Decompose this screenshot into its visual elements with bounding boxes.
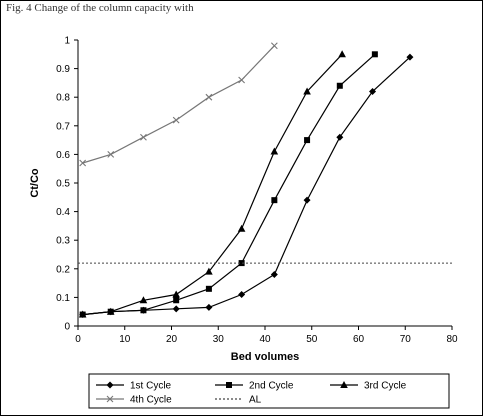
data-point-1st-cycle xyxy=(369,87,377,95)
y-tick-label: 0 xyxy=(64,322,70,333)
axes xyxy=(77,40,452,327)
data-point-2nd-cycle xyxy=(336,82,343,89)
data-point-3rd-cycle xyxy=(303,87,311,95)
legend-label-al: AL xyxy=(249,395,262,406)
legend-marker-3rd-cycle xyxy=(340,381,348,388)
y-tick-label: 0.7 xyxy=(56,121,70,132)
data-point-3rd-cycle xyxy=(205,267,213,275)
data-point-2nd-cycle xyxy=(371,51,378,58)
data-point-2nd-cycle xyxy=(238,260,245,267)
data-point-4th-cycle xyxy=(79,159,87,167)
data-point-4th-cycle xyxy=(107,151,115,158)
data-point-2nd-cycle xyxy=(205,285,212,292)
x-tick-label: 50 xyxy=(306,334,318,345)
y-tick-label: 0.1 xyxy=(56,293,70,304)
data-point-4th-cycle xyxy=(270,42,278,50)
legend-label-4th-cycle: 4th Cycle xyxy=(130,395,172,406)
data-point-4th-cycle xyxy=(238,76,246,84)
data-point-3rd-cycle xyxy=(78,310,87,318)
series-1st-cycle xyxy=(79,53,414,319)
y-tick-label: 0.5 xyxy=(56,179,70,190)
x-tick-label: 10 xyxy=(119,334,131,345)
legend-item-1st-cycle: 1st Cycle xyxy=(96,381,172,392)
data-point-3rd-cycle xyxy=(106,307,115,315)
x-tick-label: 70 xyxy=(400,334,412,345)
data-point-3rd-cycle xyxy=(172,290,180,298)
legend-item-3rd-cycle: 3rd Cycle xyxy=(330,381,407,392)
data-point-3rd-cycle xyxy=(237,224,246,232)
data-point-1st-cycle xyxy=(303,196,311,204)
legend-label-2nd-cycle: 2nd Cycle xyxy=(249,381,294,392)
x-axis-title: Bed volumes xyxy=(231,351,299,363)
legend-marker-4th-cycle xyxy=(106,395,114,403)
series-2nd-cycle xyxy=(79,51,378,318)
data-point-2nd-cycle xyxy=(173,297,180,304)
data-point-1st-cycle xyxy=(270,271,278,279)
data-point-4th-cycle xyxy=(140,133,147,141)
legend-box xyxy=(88,373,450,409)
x-tick-label: 40 xyxy=(259,334,271,345)
data-point-1st-cycle xyxy=(336,133,344,141)
y-tick-label: 0.4 xyxy=(56,207,70,218)
data-point-1st-cycle xyxy=(238,291,246,299)
y-tick-label: 0.3 xyxy=(56,236,70,247)
legend-item-4th-cycle: 4th Cycle xyxy=(96,395,172,406)
y-tick-label: 0.6 xyxy=(56,150,70,161)
series-3rd-cycle xyxy=(78,50,346,318)
data-point-4th-cycle xyxy=(205,93,213,101)
series-line-1st-cycle xyxy=(82,56,411,316)
series-line-2nd-cycle xyxy=(82,53,376,316)
y-ticks: 0 0.1 0.2 0.3 0.4 0.5 0.6 0.7 0.8 0.9 1 xyxy=(56,36,78,333)
data-point-2nd-cycle xyxy=(271,197,278,204)
legend-marker-1st-cycle xyxy=(106,381,114,389)
x-tick-label: 0 xyxy=(75,334,81,345)
x-tick-label: 80 xyxy=(446,334,458,345)
series-layer xyxy=(78,42,452,319)
y-axis-title: Ct/Co xyxy=(29,168,41,198)
x-ticks: 0 10 20 30 40 50 60 70 80 xyxy=(75,326,458,345)
legend-marker-2nd-cycle xyxy=(226,382,232,388)
y-tick-label: 0.8 xyxy=(56,93,70,104)
data-point-2nd-cycle xyxy=(304,137,311,144)
data-point-1st-cycle xyxy=(205,303,213,311)
legend-label-1st-cycle: 1st Cycle xyxy=(130,381,172,392)
x-tick-label: 30 xyxy=(213,334,225,345)
legend: 1st Cycle 2nd Cycle 3rd Cycle 4th Cycle AL xyxy=(88,373,450,409)
legend-item-2nd-cycle: 2nd Cycle xyxy=(215,381,294,392)
data-point-1st-cycle xyxy=(406,53,414,61)
data-point-3rd-cycle xyxy=(270,147,279,155)
data-point-4th-cycle xyxy=(172,116,180,124)
data-point-3rd-cycle xyxy=(338,50,346,58)
y-tick-label: 1 xyxy=(64,36,70,47)
figure-caption: Fig. 4 Change of the column capacity wit… xyxy=(6,2,194,14)
data-point-3rd-cycle xyxy=(139,296,148,304)
data-point-1st-cycle xyxy=(172,305,180,313)
legend-item-al: AL xyxy=(215,395,262,406)
x-tick-label: 60 xyxy=(353,334,365,345)
data-point-2nd-cycle xyxy=(140,307,147,314)
series-line-3rd-cycle xyxy=(82,53,343,316)
y-tick-label: 0.2 xyxy=(56,264,70,275)
legend-label-3rd-cycle: 3rd Cycle xyxy=(364,381,407,392)
series-line-4th-cycle xyxy=(82,45,275,164)
x-tick-label: 20 xyxy=(166,334,178,345)
series-4th-cycle xyxy=(79,42,278,167)
y-tick-label: 0.9 xyxy=(56,64,70,75)
